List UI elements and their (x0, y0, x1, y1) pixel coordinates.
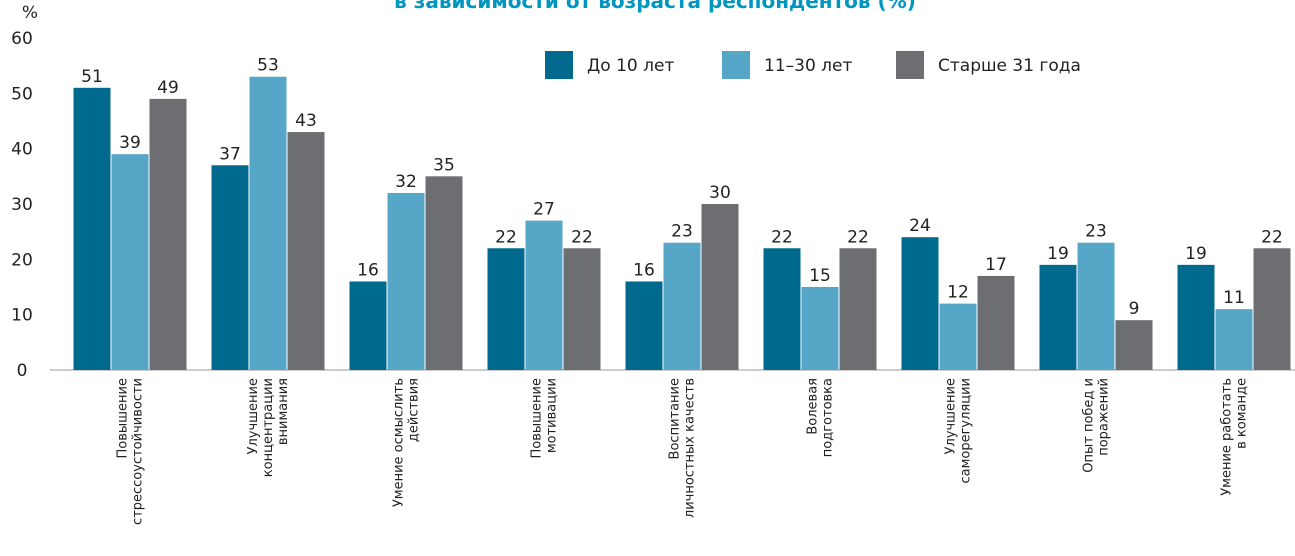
x-tick-label-line: личностных качеств (683, 378, 698, 518)
data-label: 27 (533, 200, 555, 220)
bar (801, 287, 839, 370)
data-label: 22 (495, 227, 517, 247)
bar (625, 281, 663, 370)
bar (211, 165, 249, 370)
data-label: 32 (395, 172, 417, 192)
x-tick-label-line: Умение работать (1220, 378, 1235, 496)
data-label: 19 (1047, 244, 1069, 264)
bar (663, 242, 701, 370)
data-label: 35 (433, 155, 455, 175)
y-axis-label: % (22, 3, 38, 23)
legend-swatch (722, 51, 750, 79)
data-label: 22 (771, 227, 793, 247)
bar (249, 76, 287, 370)
x-tick-label-line: поражений (1097, 378, 1112, 456)
data-label: 23 (671, 222, 693, 242)
x-tick-label-line: подготовка (821, 378, 836, 457)
data-label: 39 (119, 133, 141, 153)
x-tick-label-line: Умение осмыслить (392, 378, 407, 507)
bar (349, 281, 387, 370)
data-label: 17 (985, 255, 1007, 275)
legend-label: 11–30 лет (764, 56, 852, 76)
y-tick-label: 60 (11, 29, 33, 49)
bar (1215, 309, 1253, 370)
y-tick-label: 50 (11, 84, 33, 104)
x-tick-label: Повышениестрессоустойчивости (116, 378, 146, 525)
x-tick-label: Волеваяподготовка (806, 378, 836, 457)
data-label: 22 (847, 227, 869, 247)
bar (487, 248, 525, 370)
data-label: 12 (947, 283, 969, 303)
x-tick-label-line: Повышение (116, 378, 131, 459)
legend-label: До 10 лет (587, 56, 674, 76)
bar (387, 192, 425, 370)
data-label: 30 (709, 183, 731, 203)
bar (149, 98, 187, 370)
x-tick-label-line: внимания (276, 378, 291, 445)
y-tick-label: 10 (11, 306, 33, 326)
x-tick-label: Умение работатьв команде (1220, 378, 1250, 496)
x-tick-label: Воспитаниеличностных качеств (668, 378, 698, 518)
x-tick-label-line: в команде (1235, 378, 1250, 449)
legend-swatch (545, 51, 573, 79)
data-label: 51 (81, 67, 103, 87)
bar (525, 220, 563, 370)
data-label: 49 (157, 78, 179, 98)
y-tick-label: 40 (11, 140, 33, 160)
data-label: 22 (1261, 227, 1283, 247)
bar (1115, 320, 1153, 370)
data-label: 22 (571, 227, 593, 247)
x-tick-label-line: действия (407, 378, 422, 442)
bar (939, 303, 977, 370)
x-tick-label-line: концентрации (261, 378, 276, 477)
x-tick-label-line: Улучшение (944, 378, 959, 454)
bar (111, 154, 149, 370)
data-label: 16 (357, 260, 379, 280)
bar (701, 204, 739, 370)
data-label: 9 (1129, 299, 1140, 319)
bar (1253, 248, 1291, 370)
bar (901, 237, 939, 370)
x-tick-label-line: Воспитание (668, 378, 683, 459)
x-tick-label-line: Опыт побед и (1082, 378, 1097, 473)
data-label: 23 (1085, 222, 1107, 242)
data-label: 19 (1185, 244, 1207, 264)
bar (73, 87, 111, 371)
bar (977, 275, 1015, 370)
bar (287, 132, 325, 370)
bar (1039, 264, 1077, 370)
data-label: 11 (1223, 288, 1245, 308)
x-tick-label-line: Волевая (806, 378, 821, 435)
x-tick-label-line: саморегуляции (959, 378, 974, 484)
x-tick-label: Повышениемотивации (530, 378, 560, 459)
y-tick-label: 0 (17, 361, 28, 381)
x-tick-label: Улучшениесаморегуляции (944, 378, 974, 484)
data-label: 24 (909, 216, 931, 236)
bar (839, 248, 877, 370)
data-label: 43 (295, 111, 317, 131)
x-tick-label: Опыт побед ипоражений (1082, 378, 1112, 473)
data-label: 15 (809, 266, 831, 286)
bar (763, 248, 801, 370)
x-tick-label: Улучшениеконцентрациивнимания (246, 378, 291, 477)
data-label: 53 (257, 56, 279, 76)
legend-swatch (896, 51, 924, 79)
chart-title: в зависимости от возраста респондентов (… (394, 0, 916, 13)
x-tick-label-line: мотивации (545, 378, 560, 453)
legend-label: Старше 31 года (938, 56, 1081, 76)
bar (563, 248, 601, 370)
y-tick-label: 20 (11, 250, 33, 270)
x-tick-label: Умение осмыслитьдействия (392, 378, 422, 507)
data-label: 16 (633, 260, 655, 280)
bar (1077, 242, 1115, 370)
bar (425, 176, 463, 370)
bar (1177, 264, 1215, 370)
x-tick-label-line: стрессоустойчивости (131, 378, 146, 525)
data-label: 37 (219, 144, 241, 164)
x-tick-label-line: Улучшение (246, 378, 261, 454)
y-tick-label: 30 (11, 195, 33, 215)
x-tick-label-line: Повышение (530, 378, 545, 459)
